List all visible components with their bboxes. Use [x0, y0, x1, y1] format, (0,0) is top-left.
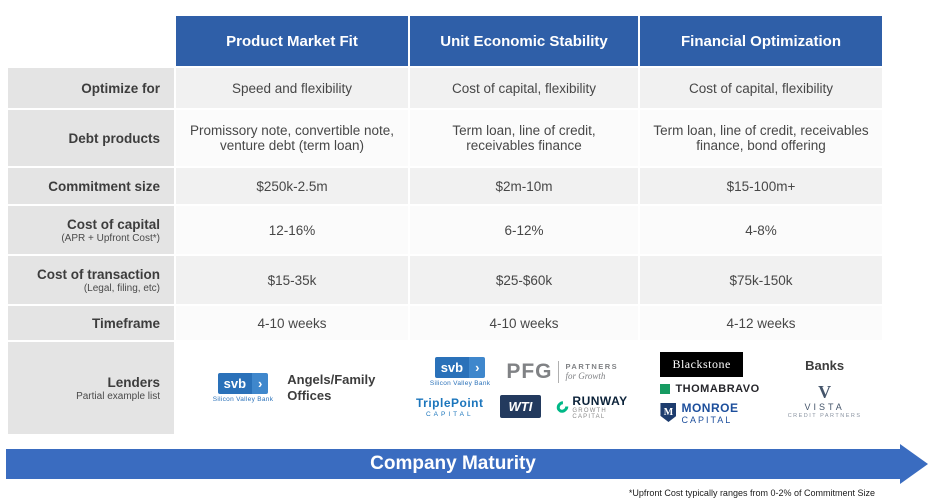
- svb-logo-box: svb ›: [434, 356, 486, 378]
- svb-logo: svb › Silicon Valley Bank: [213, 373, 274, 403]
- lenders-cell-unit-economic-stability: svb › Silicon Valley Bank PFG PARTNERS: [410, 342, 638, 434]
- row-label-commitment-size: Commitment size: [8, 168, 174, 204]
- table-row: Timeframe 4-10 weeks 4-10 weeks 4-12 wee…: [8, 306, 882, 340]
- row-label-optimize-for: Optimize for: [8, 68, 174, 108]
- triplepoint-capital-logo: TriplePoint CAPITAL: [416, 395, 484, 418]
- value-cell: 6-12%: [410, 206, 638, 254]
- value-cell: Cost of capital, flexibility: [640, 68, 882, 108]
- row-label-cost-of-capital: Cost of capital (APR + Upfront Cost*): [8, 206, 174, 254]
- row-label-timeframe: Timeframe: [8, 306, 174, 340]
- runway-logo: RUNWAY GROWTH CAPITAL: [554, 394, 632, 420]
- value-cell: 4-12 weeks: [640, 306, 882, 340]
- value-cell: Speed and flexibility: [176, 68, 408, 108]
- value-cell: $250k-2.5m: [176, 168, 408, 204]
- pfg-divider: [558, 360, 560, 383]
- value-cell: 4-10 weeks: [176, 306, 408, 340]
- vista-credit-partners-logo: V VISTA CREDIT PARTNERS: [787, 381, 862, 419]
- monroe-shield-icon: M: [660, 403, 677, 422]
- row-label-cost-of-transaction: Cost of transaction (Legal, filing, etc): [8, 256, 174, 304]
- pfg-logo: PFG PARTNERS for Growth: [506, 359, 619, 383]
- row-label-debt-products: Debt products: [8, 110, 174, 166]
- table-row: Commitment size $250k-2.5m $2m-10m $15-1…: [8, 168, 882, 204]
- value-cell: 4-8%: [640, 206, 882, 254]
- value-cell: Term loan, line of credit, receivables f…: [410, 110, 638, 166]
- svb-logo: svb › Silicon Valley Bank: [430, 356, 491, 387]
- monroe-capital-logo: M MONROE CAPITAL: [660, 401, 738, 425]
- upfront-cost-footnote: *Upfront Cost typically ranges from 0-2%…: [628, 488, 875, 498]
- row-label-lenders: Lenders Partial example list: [8, 342, 174, 434]
- company-maturity-arrow-body: Company Maturity: [6, 449, 900, 479]
- table-row: Cost of transaction (Legal, filing, etc)…: [8, 256, 882, 304]
- thoma-bravo-square-icon: [660, 383, 671, 394]
- financing-stages-table: Product Market Fit Unit Economic Stabili…: [6, 14, 884, 436]
- value-cell: $25-$60k: [410, 256, 638, 304]
- svb-chevron-icon: ›: [252, 373, 269, 394]
- table-row-lenders: Lenders Partial example list svb › Silic…: [8, 342, 882, 434]
- table-row: Optimize for Speed and flexibility Cost …: [8, 68, 882, 108]
- column-header-product-market-fit: Product Market Fit: [176, 16, 408, 66]
- value-cell: $2m-10m: [410, 168, 638, 204]
- lenders-cell-product-market-fit: svb › Silicon Valley Bank Angels/Family …: [176, 342, 408, 434]
- value-cell: $15-100m+: [640, 168, 882, 204]
- value-cell: Term loan, line of credit, receivables f…: [640, 110, 882, 166]
- column-header-unit-economic-stability: Unit Economic Stability: [410, 16, 638, 66]
- company-maturity-label: Company Maturity: [370, 453, 536, 474]
- table-row: Cost of capital (APR + Upfront Cost*) 12…: [8, 206, 882, 254]
- value-cell: $15-35k: [176, 256, 408, 304]
- blackstone-logo: Blackstone: [660, 351, 743, 377]
- svb-logo-box: svb ›: [217, 373, 269, 394]
- thoma-bravo-logo: THOMABRAVO: [660, 383, 759, 395]
- lenders-cell-financial-optimization: Blackstone THOMABRAVO M MONROE CAPITAL: [640, 342, 882, 434]
- wti-logo: WTI: [499, 395, 542, 418]
- banks-label: Banks: [805, 357, 845, 373]
- arrow-head-icon: [900, 444, 928, 484]
- runway-arc-icon: [554, 398, 572, 415]
- value-cell: Cost of capital, flexibility: [410, 68, 638, 108]
- column-header-financial-optimization: Financial Optimization: [640, 16, 882, 66]
- value-cell: Promissory note, convertible note, ventu…: [176, 110, 408, 166]
- svb-chevron-icon: ›: [469, 356, 486, 378]
- company-maturity-arrow: Company Maturity: [6, 444, 928, 484]
- vista-v-icon: V: [818, 381, 832, 402]
- value-cell: 12-16%: [176, 206, 408, 254]
- angels-family-offices-label: Angels/Family Offices: [287, 371, 376, 403]
- value-cell: $75k-150k: [640, 256, 882, 304]
- value-cell: 4-10 weeks: [410, 306, 638, 340]
- header-row: Product Market Fit Unit Economic Stabili…: [8, 16, 882, 66]
- table-row: Debt products Promissory note, convertib…: [8, 110, 882, 166]
- corner-cell: [8, 16, 174, 66]
